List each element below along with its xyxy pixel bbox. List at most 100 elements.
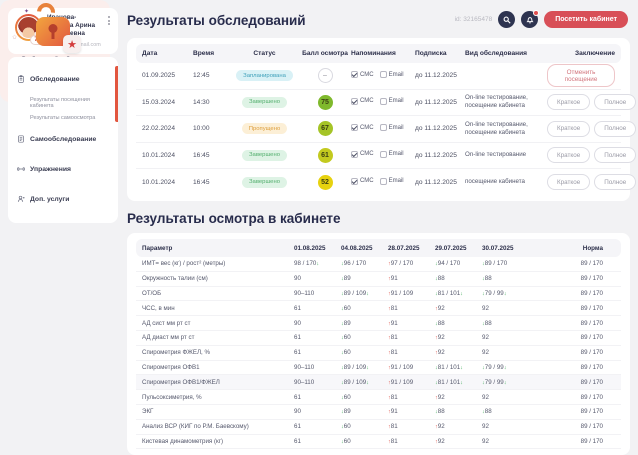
email-checkbox[interactable]: Email [379, 97, 404, 105]
exam-time: 16:45 [193, 178, 210, 186]
param-value: ↑81 [388, 437, 398, 445]
param-value: ↓94 / 170 [435, 260, 461, 268]
param-value: 92 [482, 334, 489, 342]
param-value: ↓89 / 109↓ [341, 363, 369, 371]
param-value: 61 [294, 393, 301, 401]
param-value: 61 [294, 334, 301, 342]
param-name: Спирометрия ФЖЕЛ, % [142, 349, 210, 357]
exam-type: On-line тестирование [465, 151, 527, 159]
page-title: Результаты обследований [127, 13, 306, 28]
param-value: 61 [294, 349, 301, 357]
param-norm: 89 / 170 [580, 363, 603, 371]
param-row: Пульсоксиметрия, % 61 ↓60 ↑81 ↑92 92 89 / 170 [136, 390, 621, 405]
email-checkbox[interactable]: Email [379, 150, 404, 158]
param-name: Спирометрия ОФВ1 [142, 363, 200, 371]
param-name: ИМТ= вес (кг) / рост² (метры) [142, 260, 226, 268]
param-value: ↓79 / 99↓ [482, 378, 507, 386]
sms-checkbox[interactable]: СМС [351, 71, 374, 79]
param-value: ↓88 [435, 275, 445, 283]
param-norm: 89 / 170 [580, 393, 603, 401]
sidebar-subitem-exams-0[interactable]: Результаты посещения кабинета [30, 97, 90, 109]
param-value: ↑92 [435, 349, 445, 357]
param-row: Спирометрия ОФВ1 90–110 ↓89 / 109↓ ↑91 / 10… [136, 361, 621, 376]
status-badge: Пропущено [241, 123, 288, 135]
param-name: Кистевая динамометрия (кг) [142, 437, 224, 445]
subscription-date: до 11.12.2025 [415, 178, 457, 186]
params-table-rows: ИМТ= вес (кг) / рост² (метры) 98 / 170↓ ↓9… [136, 257, 621, 450]
full-report-button[interactable]: Полное [594, 174, 637, 191]
exam-time: 12:45 [193, 72, 210, 80]
notification-badge [533, 10, 540, 16]
short-report-button[interactable]: Краткое [547, 94, 591, 111]
subscription-date: до 11.12.2025 [415, 125, 457, 133]
score-badge: 75 [317, 94, 333, 110]
param-norm: 89 / 170 [580, 423, 603, 431]
lock-icon: ★ [33, 0, 81, 53]
param-norm: 89 / 170 [580, 289, 603, 297]
param-value: ↑92 [435, 304, 445, 312]
sidebar-subitem-exams-1[interactable]: Результаты самоосмотра [30, 115, 96, 121]
short-report-button[interactable]: Краткое [547, 120, 591, 137]
subscription-date: до 11.12.2025 [415, 98, 457, 106]
sidebar-item-exercises[interactable]: Упражнения [8, 154, 118, 184]
services-icon [17, 195, 25, 202]
sidebar-item-extra-services[interactable]: Доп. услуги [8, 184, 118, 214]
exam-row: 22.02.2024 10:00 Пропущено 67 СМС Email до 11.… [136, 116, 637, 143]
param-value: ↓88 [482, 275, 492, 283]
email-checkbox[interactable]: Email [379, 71, 404, 79]
params-col-header: 04.08.2025 [341, 244, 373, 252]
sidebar-item-label: Доп. услуги [30, 195, 70, 203]
param-name: ЧСС, в мин [142, 304, 175, 312]
param-value: ↓96 / 170 [341, 260, 367, 268]
param-value: ↓79 / 99↓ [482, 289, 507, 297]
param-value: ↑92 [435, 423, 445, 431]
param-value: ↑91 / 109 [388, 289, 414, 297]
exam-time: 10:00 [193, 125, 210, 133]
param-value: 92 [482, 304, 489, 312]
param-value: ↓89 / 170 [482, 260, 508, 268]
sms-checkbox[interactable]: СМС [351, 150, 374, 158]
email-checkbox[interactable]: Email [379, 124, 404, 132]
office-params-card: Параметр 01.08.2025 04.08.2025 28.07.2025 29… [127, 233, 630, 455]
param-value: ↓89 / 109↓ [341, 289, 369, 297]
short-report-button[interactable]: Краткое [547, 147, 591, 164]
params-col-header: Параметр [142, 244, 173, 252]
param-value: ↑92 [435, 334, 445, 342]
score-badge: – [317, 68, 333, 84]
sidebar-menu: Обследование Результаты посещения кабинет… [8, 57, 118, 223]
email-checkbox[interactable]: Email [379, 177, 404, 185]
full-report-button[interactable]: Полное [594, 94, 637, 111]
exams-col-header: Напоминания [351, 50, 396, 57]
sms-checkbox[interactable]: СМС [351, 97, 374, 105]
param-value: ↓60 [341, 393, 351, 401]
param-row: АД диаст мм рт ст 61 ↓60 ↑81 ↑92 92 89 / 170 [136, 331, 621, 346]
subscription-date: до 11.12.2025 [415, 72, 457, 80]
param-value: ↑97 / 170 [388, 260, 414, 268]
param-value: ↑81 [388, 334, 398, 342]
visit-office-button[interactable]: Посетить кабинет [544, 11, 628, 28]
notifications-button[interactable] [521, 10, 540, 28]
params-col-header: 29.07.2025 [435, 244, 467, 252]
param-value: 61 [294, 304, 301, 312]
full-report-button[interactable]: Полное [594, 147, 637, 164]
param-row: ИМТ= вес (кг) / рост² (метры) 98 / 170↓ ↓9… [136, 257, 621, 272]
sidebar-item-profile[interactable]: Профиль [8, 214, 118, 223]
param-value: 92 [482, 349, 489, 357]
sidebar-item-self-exam[interactable]: Самообследование [8, 124, 118, 154]
param-norm: 89 / 170 [580, 408, 603, 416]
sms-checkbox[interactable]: СМС [351, 177, 374, 185]
full-report-button[interactable]: Полное [594, 120, 637, 137]
param-value: ↑91 [388, 275, 398, 283]
profile-menu-icon[interactable] [105, 14, 113, 48]
param-value: ↓81 / 101↓ [435, 289, 463, 297]
param-row: ЭКГ 90 ↓89 ↑91 ↓88 ↓88 89 / 170 [136, 405, 621, 420]
param-name: АД сист мм рт ст [142, 319, 191, 327]
subscription-date: до 11.12.2025 [415, 151, 457, 159]
cancel-visit-button[interactable]: Отменить посещение [547, 64, 615, 88]
search-button[interactable] [498, 11, 516, 28]
sidebar-item-exams[interactable]: Обследование [8, 64, 118, 94]
param-norm: 89 / 170 [580, 275, 603, 283]
exam-time: 16:45 [193, 151, 210, 159]
short-report-button[interactable]: Краткое [547, 174, 591, 191]
sms-checkbox[interactable]: СМС [351, 124, 374, 132]
